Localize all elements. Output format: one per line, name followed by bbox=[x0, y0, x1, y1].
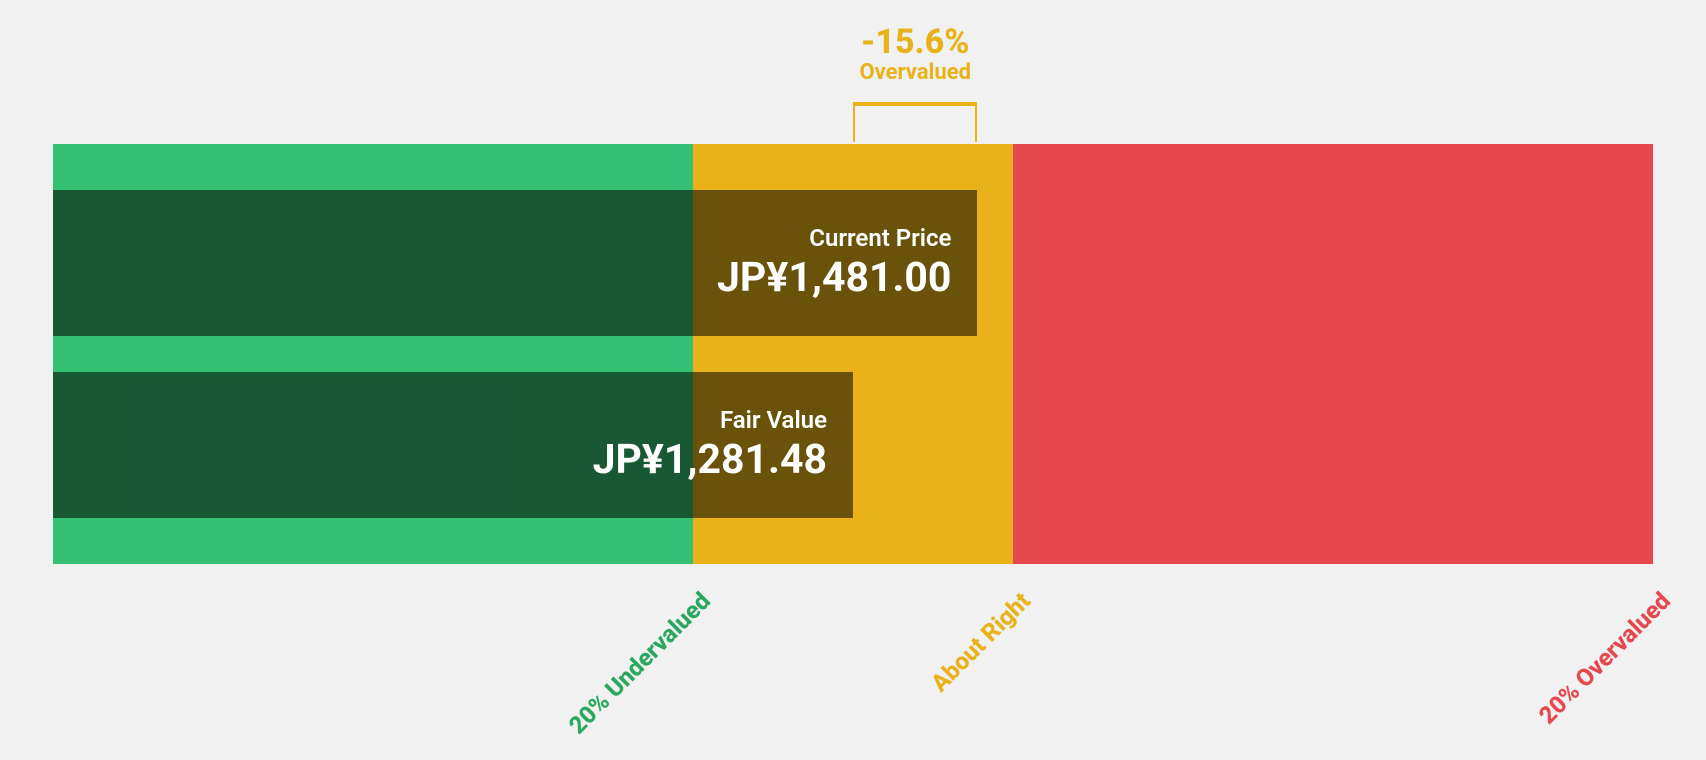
bar-fair-value: Fair Value JP¥1,281.48 bbox=[53, 372, 853, 518]
connector-vleft bbox=[853, 102, 855, 142]
fair-value-value: JP¥1,281.48 bbox=[593, 436, 827, 484]
valuation-chart: -15.6% Overvalued Current Price JP¥1,481… bbox=[0, 0, 1706, 760]
axis-label-undervalued: 20% Undervalued bbox=[563, 584, 718, 739]
valuation-track: Current Price JP¥1,481.00 Fair Value JP¥… bbox=[53, 144, 1653, 564]
connector-hline bbox=[853, 102, 977, 106]
valuation-status: Overvalued bbox=[860, 60, 971, 85]
fair-value-label: Fair Value bbox=[720, 406, 827, 434]
header-connector bbox=[853, 102, 977, 142]
axis-label-about-right: About Right bbox=[925, 584, 1038, 697]
connector-vright bbox=[975, 102, 977, 142]
current-price-value: JP¥1,481.00 bbox=[717, 254, 951, 302]
zone-overvalued bbox=[1013, 144, 1653, 564]
current-price-label: Current Price bbox=[809, 224, 951, 252]
valuation-percent: -15.6% bbox=[860, 22, 971, 62]
bar-current-price: Current Price JP¥1,481.00 bbox=[53, 190, 977, 336]
valuation-header: -15.6% Overvalued bbox=[860, 22, 971, 85]
axis-label-overvalued: 20% Overvalued bbox=[1533, 584, 1678, 729]
